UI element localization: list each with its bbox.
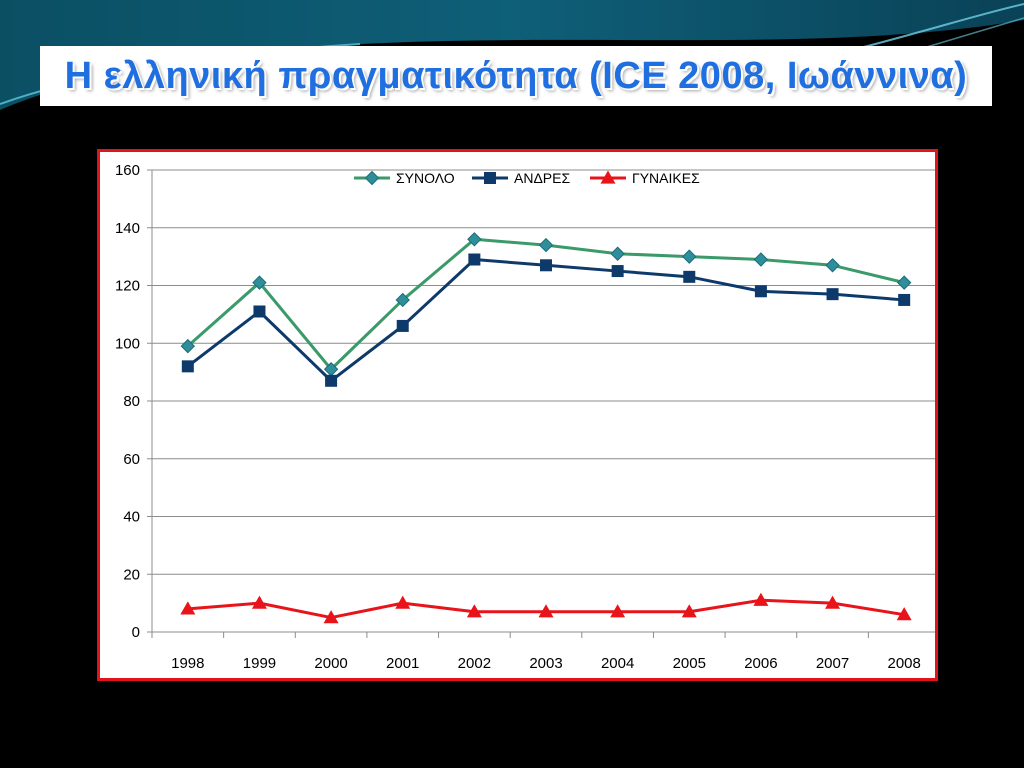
data-point-square	[754, 285, 767, 298]
legend-label: ΣΥΝΟΛΟ	[396, 170, 455, 186]
legend-item: ΣΥΝΟΛΟ	[354, 170, 455, 186]
y-tick-label: 120	[115, 278, 140, 295]
data-point-diamond	[180, 338, 196, 354]
legend: ΣΥΝΟΛΟ ΑΝΔΡΕΣ ΓΥΝΑΙΚΕΣ	[354, 170, 700, 186]
data-point-diamond	[467, 232, 482, 247]
data-point-square	[826, 288, 839, 301]
legend-item: ΑΝΔΡΕΣ	[472, 170, 570, 186]
x-tick-label: 1999	[243, 655, 276, 672]
data-point-diamond	[252, 275, 267, 290]
data-point-square	[683, 270, 696, 283]
data-point-square	[396, 319, 409, 332]
gridlines	[152, 169, 935, 575]
data-point-square	[325, 374, 338, 387]
data-point-diamond	[610, 246, 625, 261]
data-point-triangle	[681, 604, 697, 618]
data-point-square	[253, 305, 266, 318]
series	[180, 232, 912, 624]
title-box: Η ελληνική πραγματικότητα (ICE 2008, Ιωά…	[40, 46, 992, 106]
chart-frame: 0 20 40 60 80 100 120 140 160 1998 1999 2000 2001 200…	[97, 149, 938, 681]
data-point-square	[484, 172, 496, 184]
series-line	[186, 258, 905, 383]
y-tick-label: 140	[115, 220, 140, 237]
series-square	[181, 253, 911, 387]
y-tick-label: 160	[115, 162, 140, 179]
y-tick-label: 20	[123, 566, 140, 583]
series-triangle	[180, 592, 912, 624]
legend-label: ΑΝΔΡΕΣ	[514, 170, 570, 186]
data-point-square	[898, 293, 911, 306]
line-chart: 0 20 40 60 80 100 120 140 160 1998 1999 2000 2001 200…	[115, 162, 935, 672]
data-point-square	[468, 253, 481, 266]
x-tick-label: 2008	[887, 655, 920, 672]
y-tick-label: 80	[123, 393, 140, 410]
slide-title: Η ελληνική πραγματικότητα (ICE 2008, Ιωά…	[64, 54, 968, 97]
y-tick-label: 100	[115, 335, 140, 352]
data-point-triangle	[896, 607, 912, 621]
data-point-triangle	[538, 604, 554, 618]
data-point-triangle	[466, 604, 482, 618]
x-tick-label: 2007	[816, 655, 849, 672]
data-point-square	[611, 265, 624, 278]
x-tick-label: 2005	[673, 655, 706, 672]
axes: 0 20 40 60 80 100 120 140 160 1998 1999 2000 2001 200…	[115, 162, 935, 672]
legend-item: ΓΥΝΑΙΚΕΣ	[590, 170, 700, 186]
y-tick-label: 40	[123, 509, 140, 526]
x-tick-label: 2000	[314, 655, 347, 672]
x-tick-label: 2004	[601, 655, 634, 672]
data-point-square	[540, 259, 552, 272]
y-tick-label: 0	[132, 624, 140, 641]
x-tick-label: 2001	[386, 655, 419, 672]
data-point-diamond	[682, 249, 697, 264]
data-point-diamond	[896, 275, 912, 290]
data-point-triangle	[825, 595, 841, 609]
x-tick-label: 2006	[744, 655, 777, 672]
data-point-triangle	[600, 170, 616, 184]
data-point-diamond	[825, 258, 840, 273]
data-point-diamond	[753, 252, 769, 267]
data-point-triangle	[251, 595, 267, 609]
data-point-triangle	[610, 604, 626, 618]
data-point-square	[181, 360, 194, 373]
x-tick-label: 2003	[529, 655, 562, 672]
data-point-diamond	[538, 237, 554, 253]
x-tick-label: 1998	[171, 655, 204, 672]
data-point-diamond	[364, 170, 380, 186]
legend-label: ΓΥΝΑΙΚΕΣ	[632, 170, 700, 186]
y-tick-label: 60	[123, 451, 140, 468]
data-point-triangle	[180, 601, 196, 615]
data-point-triangle	[323, 610, 339, 624]
data-point-triangle	[395, 595, 411, 609]
data-point-triangle	[753, 592, 769, 606]
series-diamond	[180, 232, 912, 377]
series-line	[186, 237, 905, 371]
data-point-diamond	[395, 292, 410, 308]
x-tick-label: 2002	[458, 655, 491, 672]
